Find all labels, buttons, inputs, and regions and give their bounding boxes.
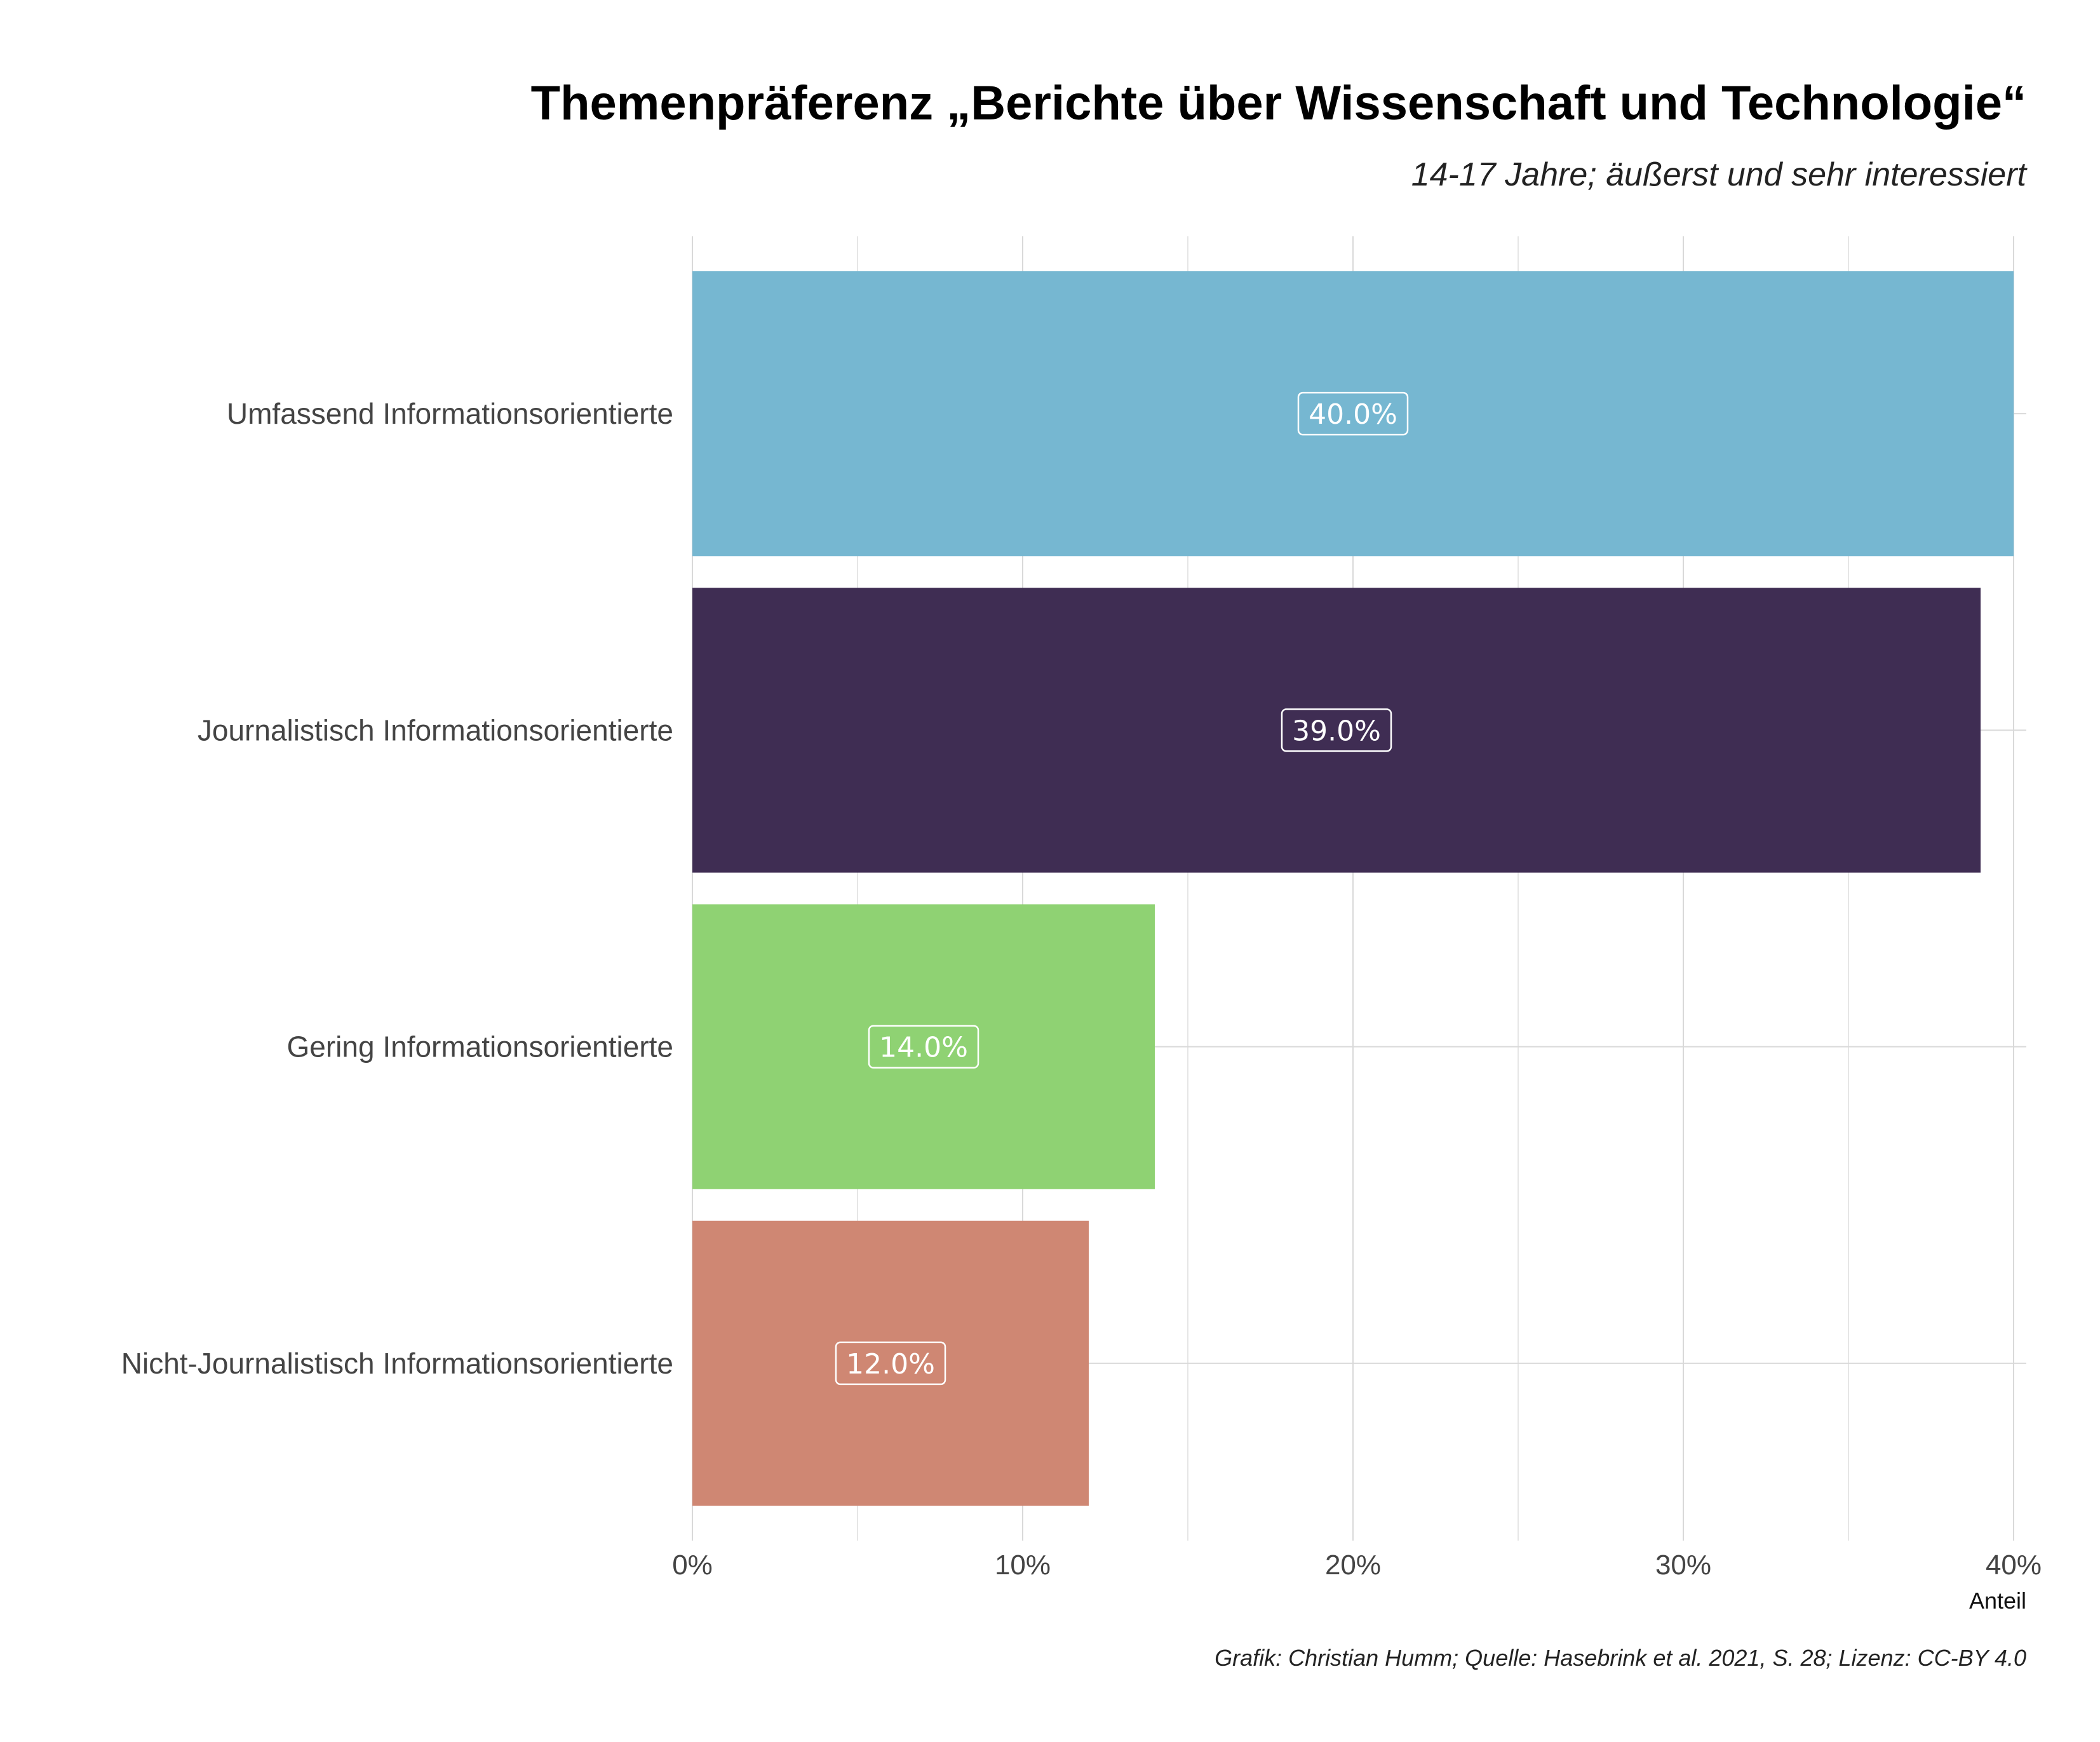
bar xyxy=(692,1220,1089,1506)
x-tick-label: 20% xyxy=(1325,1550,1381,1581)
data-label-box xyxy=(1297,391,1409,436)
chart-caption: Grafik: Christian Humm; Quelle: Hasebrin… xyxy=(1215,1645,2026,1671)
data-label-box xyxy=(835,1341,946,1386)
data-label-box xyxy=(868,1025,979,1069)
data-label: 14.0% xyxy=(879,1032,968,1064)
category-label: Gering Informationsorientierte xyxy=(286,1030,673,1063)
category-labels: Umfassend Informationsorientierte Journal… xyxy=(121,397,673,1380)
bar xyxy=(692,271,2014,557)
value-labels: 40.0% 39.0% 14.0% 12.0% xyxy=(835,391,1409,1386)
category-label: Journalistisch Informationsorientierte xyxy=(198,713,673,746)
chart-subtitle: 14-17 Jahre; äußerst und sehr interessie… xyxy=(1411,156,2028,193)
category-label: Nicht-Journalistisch Informationsorienti… xyxy=(121,1347,673,1380)
chart-title: Themenpräferenz „Berichte über Wissensch… xyxy=(531,76,2026,130)
bar xyxy=(692,904,1155,1189)
x-axis-title: Anteil xyxy=(1969,1588,2026,1614)
x-tick-label: 10% xyxy=(995,1550,1051,1581)
data-label-box xyxy=(1281,708,1392,752)
data-label: 39.0% xyxy=(1292,715,1381,747)
x-tick-label: 30% xyxy=(1655,1550,1711,1581)
x-tick-label: 0% xyxy=(672,1550,713,1581)
bar xyxy=(692,588,1981,873)
data-label: 12.0% xyxy=(846,1348,935,1381)
x-tick-label: 40% xyxy=(1986,1550,2042,1581)
category-label: Umfassend Informationsorientierte xyxy=(227,397,673,430)
x-tick-labels: 0% 10% 20% 30% 40% xyxy=(672,1550,2042,1581)
bars xyxy=(692,271,2014,1506)
data-label: 40.0% xyxy=(1309,398,1397,431)
